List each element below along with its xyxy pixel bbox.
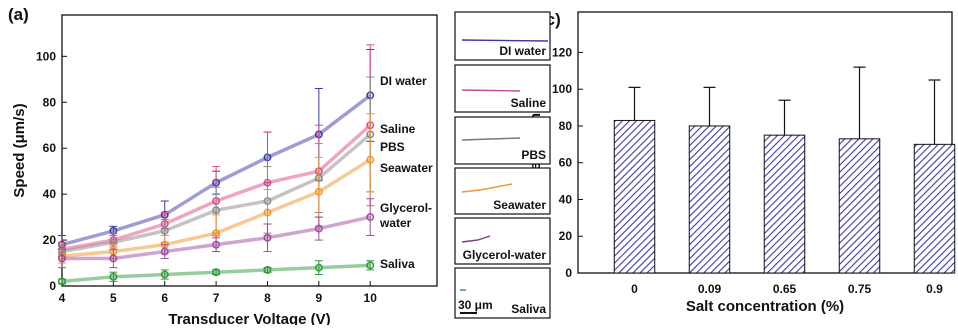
panel-caption: PBS <box>521 148 546 162</box>
y-tick-label: 120 <box>552 45 572 59</box>
y-tick-label: 60 <box>559 156 573 170</box>
bar <box>614 120 655 273</box>
series-label: Glycerol-water <box>379 201 432 230</box>
trajectory <box>462 90 520 91</box>
y-tick-label: 60 <box>43 141 57 155</box>
error-bar <box>854 67 866 139</box>
x-tick-label: 0.09 <box>698 282 722 296</box>
x-tick-label: 4 <box>59 291 66 305</box>
series-label: Saliva <box>380 257 415 271</box>
figure: (a)020406080100Speed (μm/s)Transducer Vo… <box>0 0 958 325</box>
x-tick-label: 0.75 <box>848 282 872 296</box>
bar <box>914 144 955 273</box>
x-axis-label: Salt concentration (%) <box>686 298 844 315</box>
bar <box>689 126 730 273</box>
error-bar <box>929 80 941 144</box>
series-label: PBS <box>380 140 405 154</box>
x-tick-label: 6 <box>161 291 168 305</box>
trajectory <box>462 40 548 41</box>
y-tick-label: 80 <box>43 95 57 109</box>
error-bar <box>779 100 791 135</box>
panel-caption: Seawater <box>493 198 546 212</box>
panel-caption: Saline <box>511 96 547 110</box>
x-tick-label: 9 <box>316 291 323 305</box>
y-tick-label: 100 <box>36 49 56 63</box>
y-tick-label: 20 <box>43 233 57 247</box>
series-label: DI water <box>380 74 427 88</box>
y-tick-label: 40 <box>559 192 573 206</box>
series-label: Seawater <box>380 161 433 175</box>
bar <box>839 139 880 273</box>
y-axis-label: Speed (μm/s) <box>11 103 28 197</box>
error-bar <box>629 87 641 120</box>
bar <box>764 135 805 273</box>
y-tick-label: 100 <box>552 82 572 96</box>
x-tick-label: 0 <box>631 282 638 296</box>
series-label-part: Glycerol- <box>380 201 432 215</box>
x-tick-label: 0.9 <box>926 282 943 296</box>
y-tick-label: 80 <box>559 119 573 133</box>
y-tick-label: 0 <box>49 279 56 293</box>
x-tick-label: 8 <box>264 291 271 305</box>
panel-caption: DI water <box>499 44 546 58</box>
panel-caption: Glycerol-water <box>463 248 547 262</box>
x-tick-label: 10 <box>364 291 378 305</box>
y-tick-label: 20 <box>559 229 573 243</box>
panel-caption: Saliva <box>511 302 546 316</box>
panel-label: (a) <box>8 5 29 24</box>
y-tick-label: 0 <box>565 266 572 280</box>
x-tick-label: 7 <box>213 291 220 305</box>
series-label-part: water <box>379 216 412 230</box>
x-tick-label: 5 <box>110 291 117 305</box>
x-axis-label: Transducer Voltage (V) <box>168 311 330 325</box>
series-label: Saline <box>380 122 416 136</box>
error-bar <box>704 87 716 126</box>
scale-bar-label: 30 μm <box>458 298 493 312</box>
x-tick-label: 0.65 <box>773 282 797 296</box>
y-tick-label: 40 <box>43 187 57 201</box>
